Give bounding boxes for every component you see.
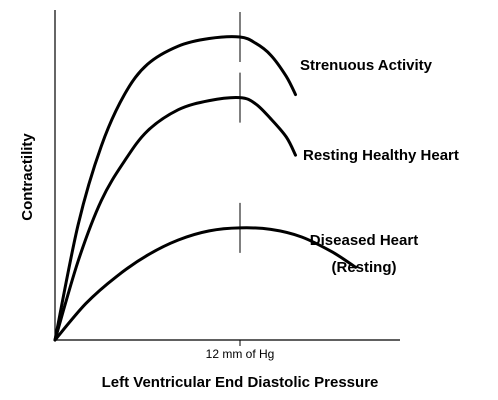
strenuous-activity-curve	[53, 35, 297, 342]
label-strenuous-activity: Strenuous Activity	[300, 57, 433, 74]
x-axis-title: Left Ventricular End Diastolic Pressure	[102, 374, 379, 391]
curve-labels: Strenuous Activity Resting Healthy Heart D…	[300, 57, 459, 276]
x-tick-label: 12 mm of Hg	[206, 347, 275, 361]
curves	[53, 35, 358, 342]
label-diseased-heart-line-2: (Resting)	[332, 259, 397, 276]
diseased-heart-curve	[53, 226, 358, 342]
x-ticks: 12 mm of Hg	[206, 12, 275, 361]
resting-healthy-heart-curve	[53, 96, 297, 342]
y-axis-title: Contractility	[19, 133, 36, 221]
label-resting-healthy-heart: Resting Healthy Heart	[303, 147, 459, 164]
label-diseased-heart-line-1: Diseased Heart	[310, 232, 418, 249]
